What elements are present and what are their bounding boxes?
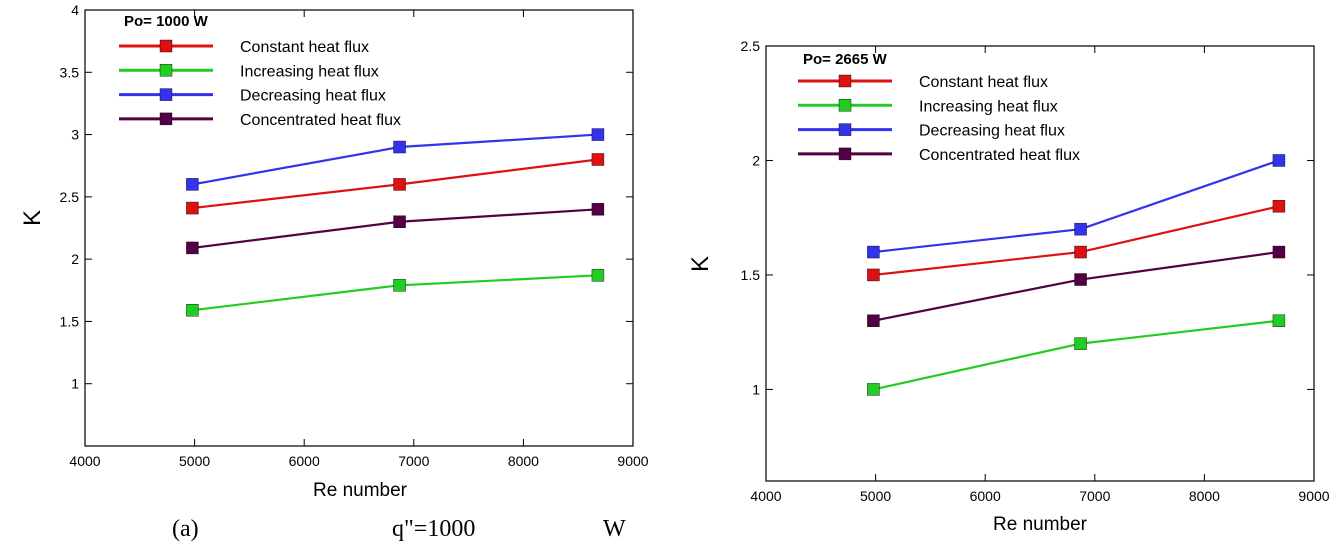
data-point [591,203,605,216]
y-tick-label: 1 [71,376,79,392]
x-axis-ticks: 4000 5000 6000 7000 8000 9000 [69,10,649,469]
caption-formula: q"=1000 [392,516,475,542]
data-point [867,383,880,396]
legend-marker [159,88,173,101]
legend-entry: Decreasing heat flux [919,123,1065,140]
y-axis-ticks: 1 1.5 2 2.5 3 3.5 4 [60,2,633,392]
y-tick-label: 2 [752,152,760,168]
legend-marker [838,147,852,161]
x-tick-label: 8000 [508,453,539,469]
caption-unit: W [603,516,626,542]
data-point [1074,337,1087,350]
legend-entry: Increasing heat flux [240,63,379,80]
y-tick-label: 1.5 [60,313,80,329]
x-tick-label: 7000 [398,453,429,469]
legend-entry: Concentrated heat flux [919,147,1080,164]
data-point [393,140,406,154]
data-point [393,215,406,228]
data-point [186,241,199,255]
x-tick-label: 6000 [289,453,320,469]
data-point [1272,200,1286,213]
series-line [873,205,1280,277]
data-point [1272,314,1286,327]
legend-marker [159,39,173,53]
data-point [186,178,199,191]
data-point [867,245,880,259]
legend-entry: Constant heat flux [919,74,1048,91]
x-tick-label: 4000 [69,453,100,469]
legend-entry: Constant heat flux [240,39,369,56]
data-point [1074,222,1087,236]
x-axis-ticks: 4000 5000 6000 7000 8000 9000 [750,46,1330,504]
legend-marker [159,64,173,77]
x-tick-label: 5000 [860,488,891,504]
chart-b: 4000 5000 6000 7000 8000 9000 1 1.5 2 2.5 Po= 26… [687,38,1330,535]
caption: (a) q"=1000 W [172,516,626,542]
chart-a: 4000 5000 6000 7000 8000 9000 1 1.5 2 2.5 3 3.5 4 P… [19,2,649,501]
y-tick-label: 4 [71,2,79,18]
caption-label: (a) [172,516,199,542]
y-tick-label: 2 [71,251,79,267]
legend: Po= 2665 W Constant heat flux Increasing h… [798,51,1080,164]
series-layer [186,128,605,317]
data-point [867,268,880,282]
legend-entry: Decreasing heat flux [240,88,386,105]
y-tick-label: 2.5 [741,38,761,54]
legend-title: Po= 1000 W [124,13,209,30]
series-line [873,319,1280,391]
x-axis-title: Re number [993,514,1088,535]
data-point [591,269,605,282]
y-tick-label: 2.5 [60,189,80,205]
plot-frame [84,9,634,447]
data-point [591,128,605,141]
legend-entry: Increasing heat flux [919,98,1058,115]
data-point [1074,245,1087,259]
y-axis-ticks: 1 1.5 2 2.5 [741,38,1314,397]
legend-entry: Concentrated heat flux [240,112,401,129]
x-tick-label: 4000 [750,488,781,504]
data-point [186,304,199,317]
legend-marker [838,74,852,88]
data-point [1272,154,1286,167]
series-line [873,250,1280,322]
x-tick-label: 9000 [1298,488,1329,504]
series-layer [867,154,1286,396]
y-axis-title: K [19,210,46,226]
legend: Po= 1000 W Constant heat flux Increasing h… [119,13,401,129]
y-tick-label: 3 [71,127,79,143]
x-axis-title: Re number [313,480,408,501]
legend-title: Po= 2665 W [803,51,888,68]
data-point [393,279,406,292]
y-tick-label: 1.5 [741,267,761,283]
y-axis-title: K [687,256,714,272]
x-tick-label: 8000 [1189,488,1220,504]
x-tick-label: 7000 [1079,488,1110,504]
series-line [873,159,1280,254]
x-tick-label: 6000 [970,488,1001,504]
data-point [867,314,880,327]
data-point [1272,245,1286,259]
data-point [393,178,406,191]
x-tick-label: 5000 [179,453,210,469]
legend-marker [159,112,173,126]
legend-marker [838,123,852,136]
y-tick-label: 3.5 [60,64,80,80]
data-point [591,153,605,166]
x-tick-label: 9000 [617,453,648,469]
legend-marker [838,99,852,112]
plot-frame [765,45,1315,482]
data-point [186,201,199,215]
y-tick-label: 1 [752,381,760,397]
series-line [192,208,598,250]
data-point [1074,273,1087,286]
